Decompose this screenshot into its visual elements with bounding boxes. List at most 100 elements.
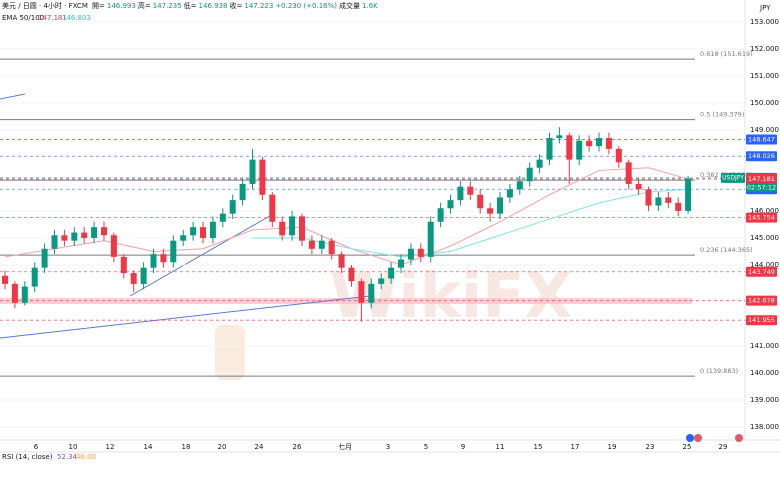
y-tick-label: 139.000 <box>750 396 779 404</box>
candle-body <box>299 216 305 241</box>
header-open: 146.993 <box>107 2 136 10</box>
candle-body <box>71 232 78 241</box>
y-tick-label: 140.000 <box>750 369 779 377</box>
candle-body <box>279 221 286 236</box>
price-tag <box>746 212 777 223</box>
candle-body <box>229 200 236 214</box>
y-tick-label: 150.000 <box>750 99 779 107</box>
rsi-value: 52.34 <box>57 453 78 461</box>
candle-body <box>160 254 167 263</box>
candle-body <box>566 135 573 160</box>
candle-body <box>497 197 503 214</box>
candle-body <box>417 248 424 257</box>
candle-body <box>447 200 454 209</box>
candle-body <box>368 283 375 303</box>
candle-body <box>61 235 68 241</box>
price-tag-label: 141.955 <box>748 316 775 324</box>
candle-body <box>101 227 107 236</box>
price-tag <box>746 151 777 162</box>
candle-body <box>556 135 563 139</box>
header-high-label: 高= <box>138 1 151 10</box>
header-volume: 1.6K <box>362 2 378 10</box>
candle-body <box>170 240 177 263</box>
candle-body <box>259 159 266 195</box>
candle-body <box>150 254 157 268</box>
x-tick-label: 11 <box>496 443 505 451</box>
header-volume-label: 成交量 <box>339 1 360 10</box>
candle-body <box>427 221 434 257</box>
y-tick-label: 149.000 <box>750 126 779 134</box>
trendline <box>0 93 26 100</box>
candle-body <box>328 240 335 255</box>
candle-body <box>635 183 642 190</box>
candle-body <box>407 248 414 260</box>
flag-icon[interactable] <box>735 434 743 442</box>
trendline <box>0 295 371 339</box>
y-tick-label: 138.000 <box>750 423 779 431</box>
y-tick-label: 152.000 <box>750 45 779 53</box>
price-tag <box>746 174 777 185</box>
symbol: 美元 / 日圆 · 4小时 · FXCM <box>2 1 88 10</box>
price-tag-label: 148.647 <box>748 135 775 143</box>
symbol-tag <box>721 172 745 183</box>
y-tick-label: 151.000 <box>750 72 779 80</box>
header-close-label: 收= <box>229 1 242 10</box>
symbol-tag-label: USDJPY <box>722 174 744 181</box>
x-tick-label: 七月 <box>338 442 352 451</box>
header-low-label: 低= <box>184 1 197 10</box>
x-tick-label: 18 <box>182 443 191 451</box>
header-close: 147.223 <box>244 2 273 10</box>
x-tick-label: 10 <box>69 443 78 451</box>
price-tag <box>746 315 777 326</box>
price-tag-label: 147.181 <box>748 175 775 183</box>
watermark: WikiFX <box>330 259 572 332</box>
candle-body <box>81 232 88 238</box>
fib-label: 0.618 (151.619) <box>700 50 753 58</box>
x-tick-label: 19 <box>608 443 617 451</box>
candle-body <box>477 194 484 209</box>
watermark-logo <box>215 325 245 380</box>
candle-body <box>487 208 494 214</box>
price-tag <box>746 266 777 277</box>
header-high: 147.235 <box>153 2 182 10</box>
candle-body <box>596 138 602 147</box>
y-tick-label: 153.000 <box>750 18 779 26</box>
candle-body <box>645 189 652 206</box>
indicator-name: EMA 50/100 <box>2 14 44 22</box>
candle-body <box>200 227 206 238</box>
zone <box>0 298 692 304</box>
candle-body <box>685 178 692 211</box>
x-tick-label: 29 <box>719 443 728 451</box>
flag-icon[interactable] <box>694 434 702 442</box>
price-tag-label: 145.754 <box>748 214 775 222</box>
candle-body <box>467 186 474 195</box>
price-tag-label: 143.749 <box>748 268 775 276</box>
x-tick-label: 20 <box>218 443 227 451</box>
countdown-tag <box>746 182 777 192</box>
fib-label: 0 (139.883) <box>700 367 738 375</box>
candle-body <box>516 181 523 190</box>
y-tick-label: 144.000 <box>750 261 779 269</box>
candle-body <box>338 254 345 268</box>
ema-line <box>252 188 689 258</box>
candle-body <box>655 197 662 206</box>
candle-body <box>31 267 38 287</box>
candle-body <box>398 259 404 268</box>
fib-label: 0.5 (149.379) <box>700 111 744 119</box>
x-tick-label: 14 <box>144 443 153 451</box>
candle-body <box>348 267 355 282</box>
candle-body <box>190 227 197 236</box>
candle-body <box>51 235 58 249</box>
candle-body <box>308 240 315 249</box>
candle-body <box>41 248 48 268</box>
x-tick-label: 3 <box>386 443 390 451</box>
event-icon[interactable] <box>686 434 694 442</box>
candle-body <box>536 159 543 168</box>
x-tick-label: 23 <box>646 443 655 451</box>
price-tag <box>746 134 777 145</box>
header-change: +0.230 (+0.16%) <box>275 2 337 10</box>
x-tick-label: 15 <box>534 443 543 451</box>
header: 美元 / 日圆 · 4小时 · FXCM 開= 146.993 高= 147.235 低… <box>2 1 378 10</box>
price-tag <box>746 295 777 306</box>
